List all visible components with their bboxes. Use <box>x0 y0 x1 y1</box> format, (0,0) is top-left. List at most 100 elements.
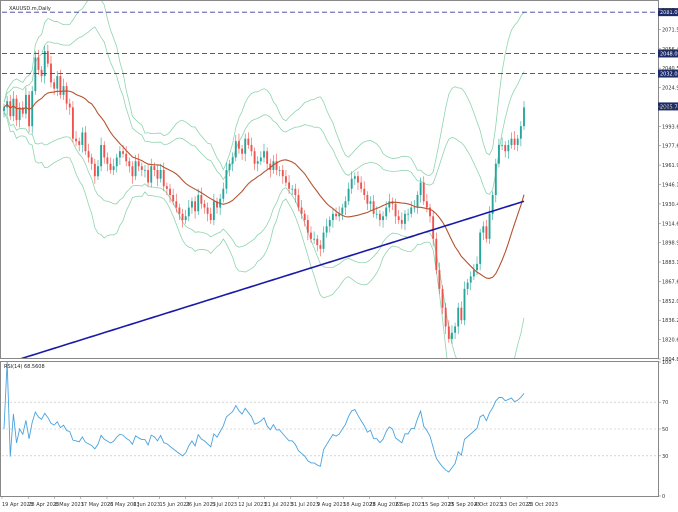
candle-body-84 <box>266 151 269 164</box>
x-tick-label-2: 8 May 2023 <box>55 502 84 508</box>
candle-body-68 <box>216 201 218 208</box>
x-tick-label-4: 26 May 2023 <box>107 502 140 508</box>
bollinger-upper-2 <box>3 26 525 195</box>
candle-body-166 <box>523 107 525 127</box>
y-tick-label-7: 1977.65 <box>662 144 678 150</box>
candle-body-35 <box>112 166 115 170</box>
x-tick-label-0: 19 Apr 2023 <box>2 502 33 508</box>
candle-body-29 <box>93 163 96 177</box>
level-tag-1 <box>658 49 678 58</box>
candle-body-104 <box>328 220 331 227</box>
x-tick-label-16: 15 Sep 2023 <box>422 502 454 508</box>
main-chart-title: XAUUSD.m,Daily <box>9 6 51 12</box>
x-tick-label-12: 9 Aug 2023 <box>317 502 346 508</box>
candle-body-62 <box>197 195 200 212</box>
candle-body-126 <box>397 216 400 221</box>
candle-body-123 <box>388 201 391 208</box>
candle-body-94 <box>297 195 300 208</box>
x-tick-label-8: 5 Jul 2023 <box>212 502 237 508</box>
candle-body-145 <box>457 307 460 327</box>
candle-body-10 <box>34 57 37 92</box>
candle-body-59 <box>187 207 190 217</box>
candle-body-85 <box>269 163 272 170</box>
candle-body-12 <box>40 69 43 77</box>
candle-body-0 <box>3 107 5 112</box>
candle-body-52 <box>165 186 168 189</box>
candle-body-90 <box>284 176 287 183</box>
candle-body-130 <box>410 207 413 214</box>
candle-body-120 <box>378 213 381 221</box>
y-tick-label-16: 1836.25 <box>662 318 678 324</box>
candle-body-50 <box>159 169 162 179</box>
rsi-tick-label-0: 100 <box>662 360 672 366</box>
candle-body-48 <box>153 166 156 170</box>
candle-body-148 <box>466 282 469 289</box>
candle-body-65 <box>206 207 209 214</box>
candle-body-110 <box>347 188 350 202</box>
level-tag-0 <box>658 8 678 17</box>
candle-body-143 <box>451 332 453 339</box>
rsi-tick-label-3: 30 <box>662 454 668 460</box>
candle-body-63 <box>200 195 203 204</box>
candle-body-162 <box>510 138 513 145</box>
candle-body-131 <box>413 207 416 209</box>
candle-body-157 <box>494 163 497 196</box>
candle-body-149 <box>469 276 472 283</box>
candle-body-156 <box>491 195 494 214</box>
candle-body-14 <box>46 51 49 64</box>
candle-body-100 <box>316 238 319 246</box>
candle-body-135 <box>425 201 428 208</box>
rsi-line <box>3 362 525 473</box>
ma-short-line <box>3 90 525 279</box>
candle-body-31 <box>100 144 103 167</box>
candle-body-28 <box>90 157 93 164</box>
x-tick-label-10: 21 Jul 2023 <box>265 502 293 508</box>
candle-body-4 <box>15 98 18 120</box>
main-plot-area <box>0 0 659 359</box>
candle-body-53 <box>169 188 171 196</box>
x-tick-label-1: 28 Apr 2023 <box>28 502 59 508</box>
candle-body-80 <box>253 151 256 164</box>
candle-body-136 <box>429 207 431 217</box>
candle-body-61 <box>194 201 197 212</box>
x-tick-label-13: 18 Aug 2023 <box>343 502 375 508</box>
level-tag-label-2: 2032.05 <box>660 72 678 78</box>
candle-body-15 <box>50 63 52 83</box>
candle-body-5 <box>18 107 21 120</box>
candle-body-49 <box>156 169 159 179</box>
candle-body-33 <box>106 157 109 164</box>
candle-body-92 <box>291 188 294 190</box>
rsi-series-group <box>2 362 656 473</box>
candle-body-115 <box>363 188 366 196</box>
candle-body-117 <box>369 201 372 204</box>
candle-body-108 <box>341 207 344 214</box>
candle-body-158 <box>498 144 500 164</box>
candle-body-70 <box>222 188 225 199</box>
candle-body-138 <box>435 238 438 271</box>
candle-body-83 <box>263 151 265 158</box>
candle-body-45 <box>144 169 146 171</box>
rsi-tick-label-2: 50 <box>662 427 668 433</box>
y-tick-label-13: 1883.15 <box>662 260 678 266</box>
candle-body-77 <box>244 138 247 154</box>
candle-body-93 <box>294 188 297 196</box>
candle-body-132 <box>416 195 419 208</box>
candle-body-102 <box>322 232 325 249</box>
candle-body-150 <box>472 270 475 277</box>
candle-body-155 <box>488 213 491 239</box>
candle-body-82 <box>259 157 262 162</box>
bollinger-lower-2 <box>3 112 525 358</box>
candle-body-122 <box>385 207 388 217</box>
candle-body-71 <box>225 169 228 189</box>
candle-body-165 <box>519 126 522 139</box>
candle-body-79 <box>250 144 253 152</box>
candle-body-118 <box>372 201 375 214</box>
y-tick-label-9: 1946.15 <box>662 183 678 189</box>
candle-body-73 <box>231 157 234 164</box>
candle-body-86 <box>272 161 275 170</box>
candle-body-103 <box>325 226 328 233</box>
rsi-layer <box>2 362 656 473</box>
candle-body-128 <box>404 213 406 224</box>
